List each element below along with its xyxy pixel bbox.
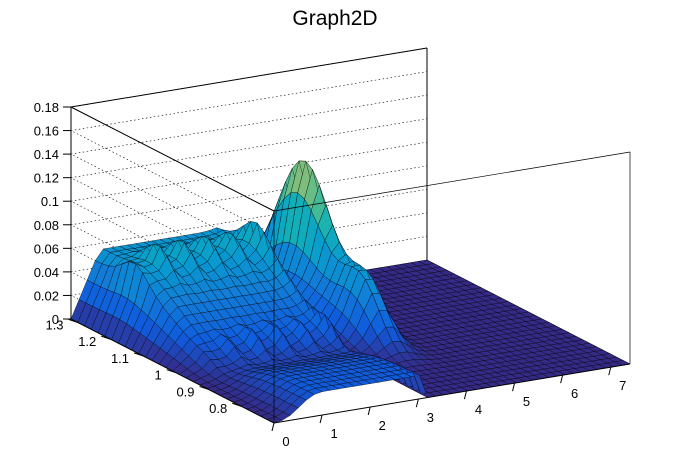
axes: 012345670.80.911.11.21.300.020.040.060.0… bbox=[34, 100, 631, 449]
surface-mesh bbox=[70, 160, 631, 424]
y-tick-label: 1.3 bbox=[45, 317, 63, 332]
y-tick-label: 0.8 bbox=[209, 401, 227, 416]
y-tick bbox=[166, 369, 176, 374]
x-tick bbox=[319, 414, 323, 424]
x-tick bbox=[463, 390, 467, 400]
x-tick-label: 1 bbox=[330, 426, 337, 441]
y-tick-label: 0.9 bbox=[176, 384, 194, 399]
y-tick bbox=[232, 402, 242, 407]
z-tick-label: 0.18 bbox=[34, 100, 59, 115]
x-tick-label: 5 bbox=[523, 394, 530, 409]
z-tick-label: 0.08 bbox=[34, 218, 59, 233]
x-tick bbox=[415, 398, 419, 408]
x-tick-label: 6 bbox=[571, 386, 578, 401]
x-tick bbox=[271, 422, 275, 432]
x-tick bbox=[608, 367, 612, 376]
y-tick bbox=[101, 335, 111, 340]
y-tick bbox=[133, 352, 144, 357]
x-tick bbox=[367, 406, 371, 416]
x-tick-label: 7 bbox=[619, 378, 626, 393]
y-tick-label: 1.2 bbox=[78, 334, 96, 349]
y-tick bbox=[199, 385, 209, 390]
chart-title: Graph2D bbox=[292, 7, 377, 30]
box-front-frame bbox=[273, 151, 631, 423]
z-tick-label: 0.1 bbox=[41, 194, 59, 209]
y-tick bbox=[68, 318, 78, 323]
x-tick-label: 4 bbox=[475, 402, 482, 417]
y-tick-label: 1.1 bbox=[111, 351, 129, 366]
x-tick bbox=[512, 383, 516, 392]
z-tick-label: 0.06 bbox=[34, 241, 59, 256]
x-tick-label: 3 bbox=[427, 410, 434, 425]
z-tick-label: 0.04 bbox=[34, 265, 59, 280]
z-tick-label: 0.16 bbox=[34, 124, 59, 139]
z-tick-label: 0 bbox=[52, 312, 59, 327]
z-tick-label: 0.14 bbox=[34, 147, 59, 162]
y-tick-label: 1 bbox=[155, 368, 162, 383]
x-tick bbox=[560, 375, 564, 384]
z-tick-label: 0.02 bbox=[34, 288, 59, 303]
x-tick-label: 2 bbox=[379, 418, 386, 433]
z-tick-label: 0.12 bbox=[34, 171, 59, 186]
x-tick-label: 0 bbox=[282, 434, 289, 449]
